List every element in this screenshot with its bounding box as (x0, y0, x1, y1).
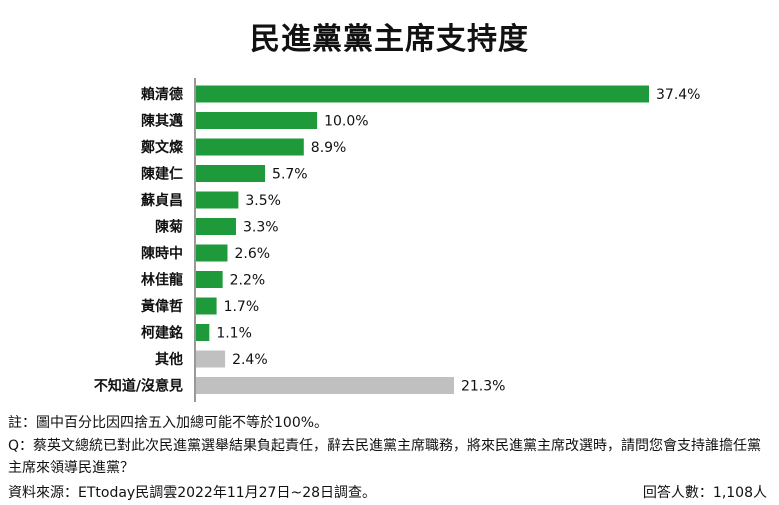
bar (196, 218, 236, 235)
value-label: 10.0% (324, 114, 368, 130)
value-label: 2.4% (232, 352, 268, 368)
value-label: 2.2% (230, 273, 266, 289)
category-label: 鄭文燦 (141, 139, 184, 156)
category-label: 賴清德 (141, 86, 183, 103)
value-label: 1.7% (224, 299, 260, 315)
bar (196, 244, 228, 262)
bar (196, 85, 649, 103)
chart-title: 民進黨黨主席支持度 (250, 22, 529, 57)
category-label: 不知道/沒意見 (94, 378, 183, 395)
value-label: 21.3% (461, 379, 505, 395)
value-label: 8.9% (311, 140, 347, 156)
survey-question: Q：蔡英文總統已對此次民進黨選舉結果負起責任，辭去民進黨主席職務，將來民進黨主席… (8, 438, 762, 476)
bar (196, 324, 210, 341)
bar (196, 297, 217, 315)
value-label: 37.4% (656, 87, 700, 103)
value-label: 1.1% (216, 326, 252, 342)
footnote: 註：圖中百分比因四捨五入加總可能不等於100%。 (8, 415, 329, 431)
category-label: 陳菊 (155, 219, 183, 236)
bar (196, 138, 304, 156)
bar (196, 377, 454, 394)
bar (196, 271, 223, 288)
bar (196, 112, 318, 129)
bar (196, 191, 239, 209)
data-source: 資料來源：ETtoday民調雲2022年11月27日~28日調查。 (8, 485, 377, 501)
category-label: 黃偉哲 (140, 298, 183, 315)
bar (196, 350, 226, 368)
category-label: 林佳龍 (141, 272, 183, 289)
respondent-count: 回答人數：1,108人 (642, 485, 767, 501)
bar (196, 165, 266, 182)
category-label: 陳建仁 (141, 166, 183, 183)
category-label: 柯建銘 (141, 325, 183, 342)
value-label: 3.5% (245, 193, 281, 209)
value-label: 2.6% (234, 246, 270, 262)
category-label: 蘇貞昌 (140, 192, 183, 209)
category-label: 陳其邁 (141, 113, 183, 130)
bar-chart: 賴清德 37.4% 陳其邁 10.0% 鄭文燦 8.9% 陳建仁 5.7% 蘇貞昌 3.5% 陳菊 3… (94, 78, 700, 402)
category-label: 陳時中 (141, 245, 183, 262)
category-label: 其他 (155, 351, 183, 368)
value-label: 3.3% (243, 220, 279, 236)
value-label: 5.7% (272, 167, 308, 183)
